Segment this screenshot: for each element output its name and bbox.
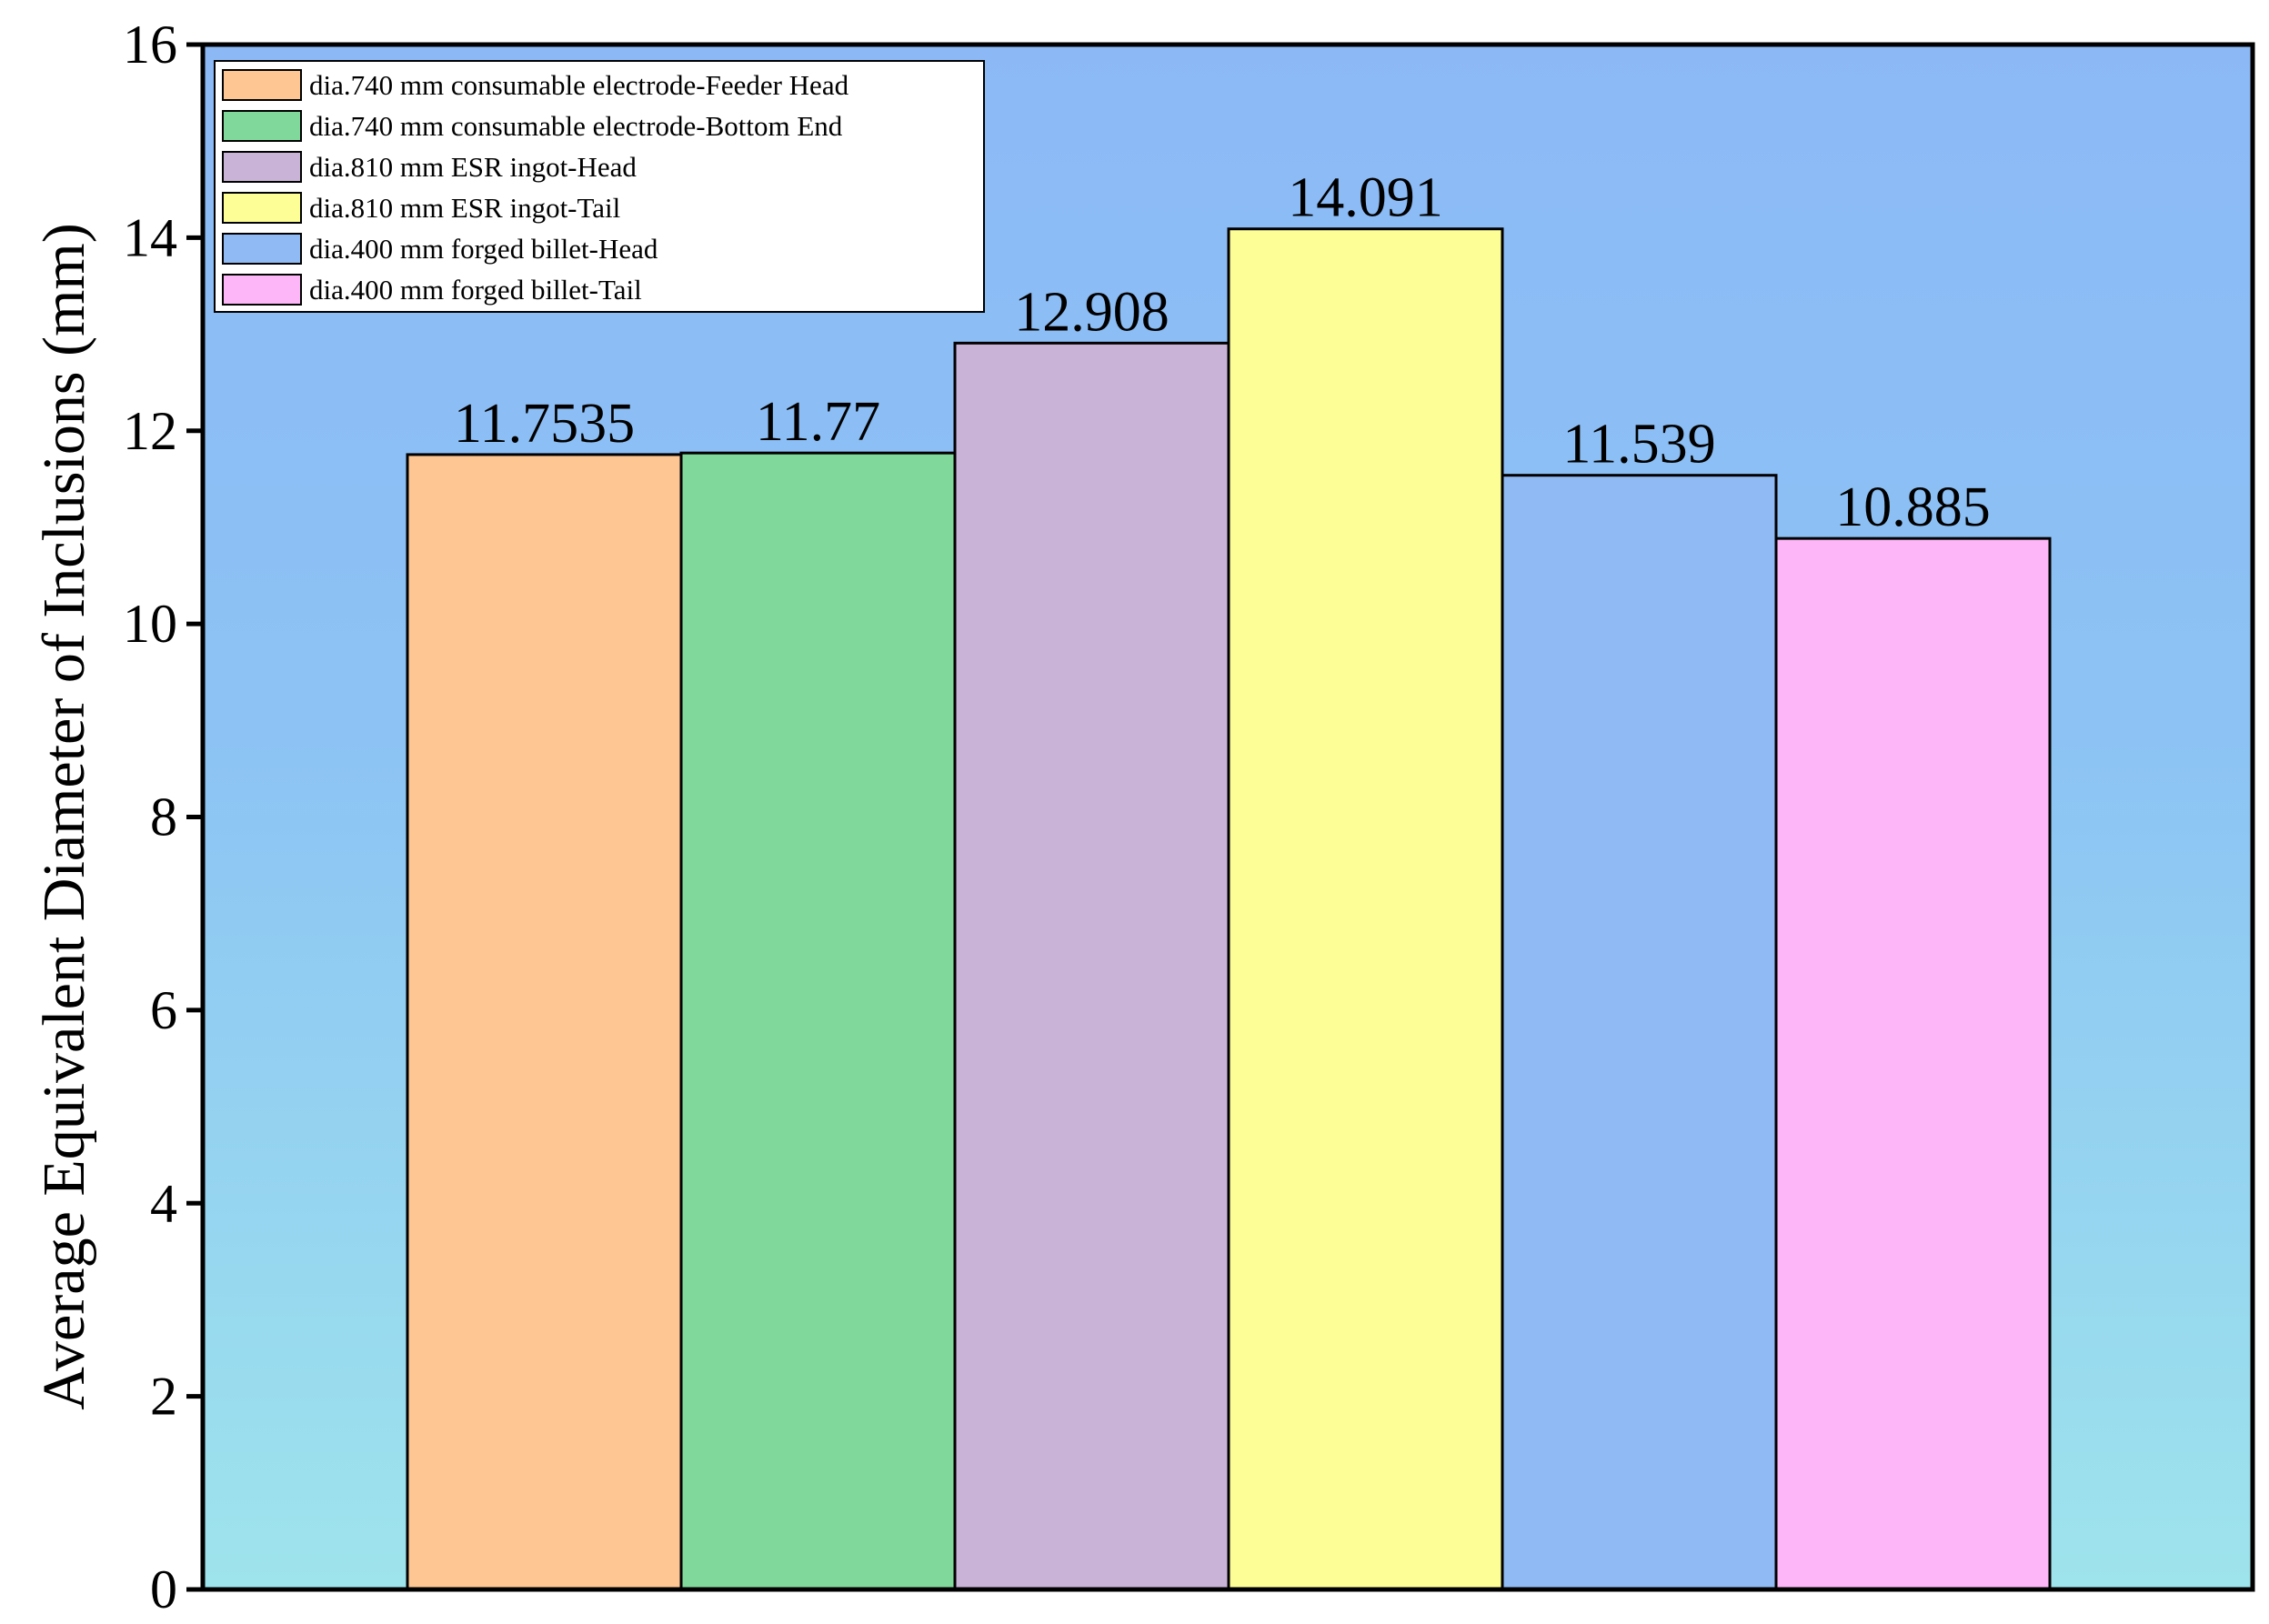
y-tick-label-8: 8 <box>150 787 177 847</box>
bars-layer <box>406 227 2052 1591</box>
y-tick-label-6: 6 <box>150 980 177 1040</box>
legend-label-4: dia.810 mm ESR ingot-Tail <box>309 192 620 224</box>
legend-swatch-3 <box>222 151 302 183</box>
bar-value-label-2: 11.77 <box>756 391 880 453</box>
bar-value-label-5: 11.539 <box>1562 414 1715 476</box>
y-tick-label-14: 14 <box>123 207 177 267</box>
bar-4 <box>1227 227 1504 1591</box>
legend-box <box>214 60 985 313</box>
y-axis-title: Average Equivalent Diameter of Inclusion… <box>31 223 97 1410</box>
bar-1 <box>406 453 683 1591</box>
legend-swatch-4 <box>222 192 302 224</box>
bar-value-label-6: 10.885 <box>1835 476 1991 538</box>
legend-label-5: dia.400 mm forged billet-Head <box>309 233 658 265</box>
y-tick-label-16: 16 <box>123 15 177 75</box>
legend-label-1: dia.740 mm consumable electrode-Feeder H… <box>309 69 849 101</box>
legend-label-6: dia.400 mm forged billet-Tail <box>309 274 642 306</box>
bar-2 <box>679 451 957 1591</box>
value-labels-layer: 11.7535 11.77 12.908 14.091 11.539 10.885 <box>454 167 1991 538</box>
y-tick-label-12: 12 <box>123 401 177 461</box>
legend-label-2: dia.740 mm consumable electrode-Bottom E… <box>309 110 843 142</box>
y-tick-label-10: 10 <box>123 594 177 654</box>
legend-swatch-5 <box>222 233 302 265</box>
legend-swatch-6 <box>222 274 302 306</box>
y-tick-label-2: 2 <box>150 1367 177 1427</box>
bar-3 <box>953 341 1230 1591</box>
bar-5 <box>1501 474 1778 1591</box>
y-tick-label-4: 4 <box>150 1173 177 1233</box>
bar-value-label-4: 14.091 <box>1288 167 1443 229</box>
bar-value-label-3: 12.908 <box>1014 281 1170 343</box>
y-tick-label-0: 0 <box>150 1559 177 1619</box>
y-axis: 0 2 4 6 8 10 12 14 16 <box>123 15 203 1619</box>
bar-6 <box>1774 536 2052 1591</box>
legend-swatch-1 <box>222 69 302 101</box>
legend: dia.740 mm consumable electrode-Feeder H… <box>214 60 985 313</box>
legend-swatch-2 <box>222 110 302 142</box>
bar-value-label-1: 11.7535 <box>454 393 635 455</box>
legend-label-3: dia.810 mm ESR ingot-Head <box>309 151 637 183</box>
